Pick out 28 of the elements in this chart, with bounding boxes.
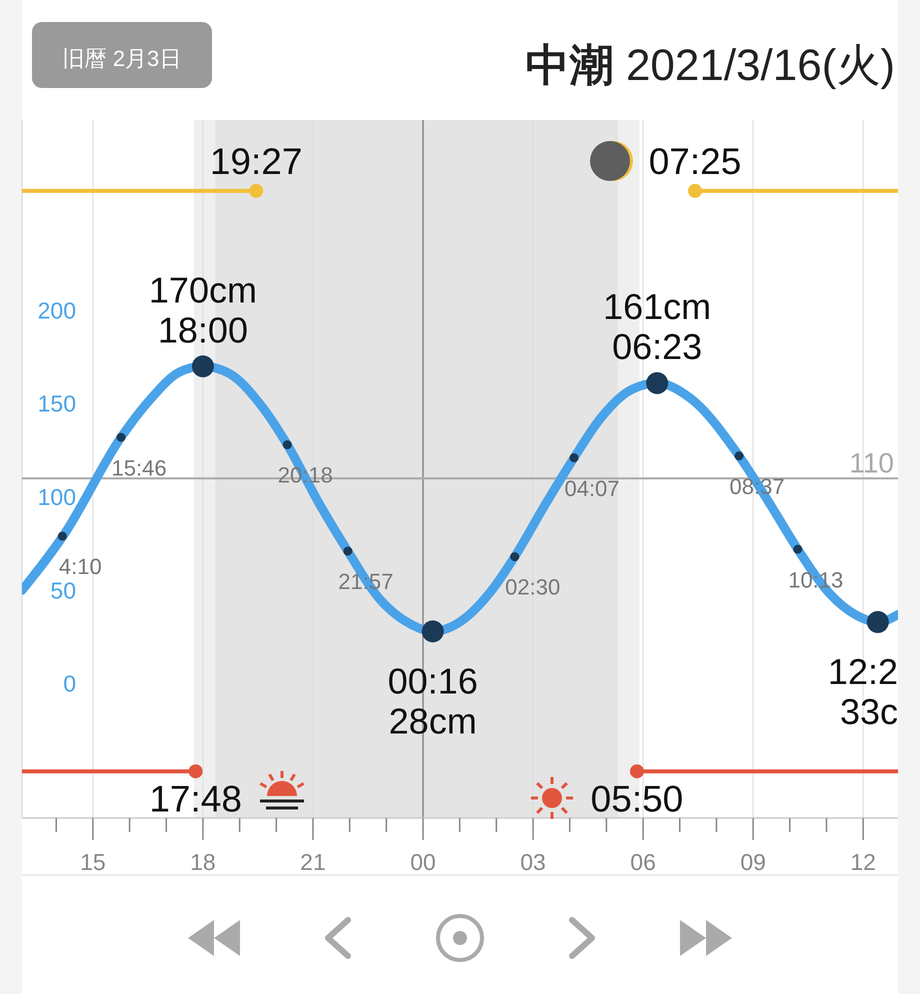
x-tick-label: 15 [80,849,106,875]
annotation: 4:10 [58,554,102,580]
y-tick-label: 150 [38,390,76,417]
annotation: 12:2 33c [828,651,898,732]
x-tick-label: 21 [300,849,326,875]
x-tick-label: 00 [410,849,436,875]
annotation: 02:30 [505,574,560,600]
ref-line-label: 110 [849,447,894,478]
x-tick-label: 12 [850,849,876,875]
y-tick-label: 100 [38,484,76,510]
annotation: 17:48 [149,778,242,820]
annotation: 170cm 18:00 [148,269,257,350]
annotation: 15:46 [112,455,167,480]
y-tick-label: 50 [50,577,76,604]
chart-title: 中潮 2021/3/16(火) [526,41,895,90]
x-tick-label: 06 [630,849,656,875]
annotation: 04:07 [564,476,620,501]
x-tick-label: 18 [190,849,216,875]
annotation: 05:50 [590,778,684,820]
y-tick-label: 0 [63,670,76,697]
chart-subtitle: 旧暦 2月3日 [62,46,182,71]
y-tick-label: 200 [38,297,76,324]
x-tick-label: 09 [740,849,766,875]
annotation: 161cm 06:23 [603,286,712,368]
annotation: 00:16 28cm [388,660,478,742]
annotation: 07:25 [648,140,742,182]
x-tick-label: 03 [520,849,546,875]
annotation: 19:27 [210,140,302,182]
